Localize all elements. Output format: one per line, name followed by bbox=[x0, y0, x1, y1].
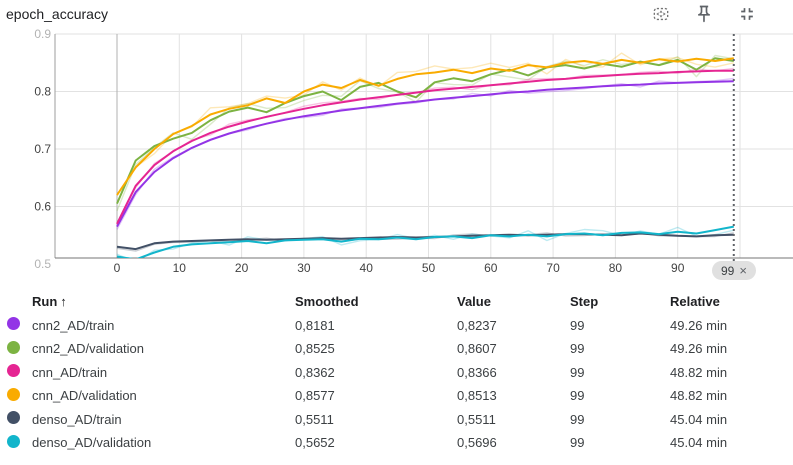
smoothed-value: 0,8577 bbox=[295, 388, 457, 403]
column-header-smoothed[interactable]: Smoothed bbox=[295, 294, 457, 309]
svg-text:90: 90 bbox=[671, 261, 685, 275]
step-selector-value: 99 bbox=[721, 264, 734, 278]
close-icon[interactable]: × bbox=[739, 264, 747, 277]
svg-text:0.6: 0.6 bbox=[34, 200, 51, 214]
smoothed-value: 0,8525 bbox=[295, 341, 457, 356]
column-header-step[interactable]: Step bbox=[570, 294, 670, 309]
table-row[interactable]: denso_AD/train0,55110,55119945.04 min bbox=[0, 408, 793, 432]
run-name: cnn2_AD/validation bbox=[32, 341, 295, 356]
table-body: cnn2_AD/train0,81810,82379949.26 mincnn2… bbox=[0, 314, 793, 455]
value: 0,8607 bbox=[457, 341, 570, 356]
step-value: 99 bbox=[570, 412, 670, 427]
relative-time: 48.82 min bbox=[670, 388, 793, 403]
table-row[interactable]: cnn2_AD/train0,81810,82379949.26 min bbox=[0, 314, 793, 338]
table-row[interactable]: cnn_AD/train0,83620,83669948.82 min bbox=[0, 361, 793, 385]
smoothed-value: 0,5652 bbox=[295, 435, 457, 450]
accuracy-chart[interactable]: 0.5 0.6 0.7 0.8 0.9 0 10 20 30 40 50 60 70 80 90 bbox=[0, 0, 793, 290]
table-row[interactable]: cnn_AD/validation0,85770,85139948.82 min bbox=[0, 384, 793, 408]
fullscreen-exit-icon bbox=[737, 4, 757, 24]
svg-text:20: 20 bbox=[235, 261, 249, 275]
fit-domain-to-data-icon bbox=[651, 4, 671, 24]
fit-domain-to-data-button[interactable] bbox=[650, 3, 672, 25]
run-name: cnn_AD/train bbox=[32, 365, 295, 380]
smoothed-value: 0,5511 bbox=[295, 412, 457, 427]
svg-text:40: 40 bbox=[360, 261, 374, 275]
value: 0,8237 bbox=[457, 318, 570, 333]
smoothed-value: 0,8181 bbox=[295, 318, 457, 333]
step-value: 99 bbox=[570, 365, 670, 380]
step-value: 99 bbox=[570, 318, 670, 333]
smoothed-value: 0,8362 bbox=[295, 365, 457, 380]
step-selector-pill[interactable]: 99 × bbox=[712, 261, 756, 280]
pin-card-button[interactable] bbox=[693, 3, 715, 25]
value: 0,5511 bbox=[457, 412, 570, 427]
run-name: cnn_AD/validation bbox=[32, 388, 295, 403]
pin-icon bbox=[694, 4, 714, 24]
run-color-dot bbox=[7, 411, 20, 424]
svg-text:0.7: 0.7 bbox=[34, 142, 51, 156]
column-header-relative[interactable]: Relative bbox=[670, 294, 793, 309]
run-color-dot bbox=[7, 388, 20, 401]
run-name: denso_AD/train bbox=[32, 412, 295, 427]
svg-text:0.8: 0.8 bbox=[34, 85, 51, 99]
svg-text:0.9: 0.9 bbox=[34, 27, 51, 41]
run-name: cnn2_AD/train bbox=[32, 318, 295, 333]
run-color-dot bbox=[7, 364, 20, 377]
svg-text:50: 50 bbox=[422, 261, 436, 275]
table-row[interactable]: cnn2_AD/validation0,85250,86079949.26 mi… bbox=[0, 337, 793, 361]
table-row[interactable]: denso_AD/validation0,56520,56969945.04 m… bbox=[0, 431, 793, 455]
svg-text:30: 30 bbox=[297, 261, 311, 275]
relative-time: 49.26 min bbox=[670, 341, 793, 356]
column-header-run[interactable]: Run↑ bbox=[32, 294, 295, 309]
svg-text:60: 60 bbox=[484, 261, 498, 275]
card-header: epoch_accuracy bbox=[0, 0, 793, 28]
relative-time: 48.82 min bbox=[670, 365, 793, 380]
column-header-value[interactable]: Value bbox=[457, 294, 570, 309]
run-color-dot bbox=[7, 341, 20, 354]
step-value: 99 bbox=[570, 388, 670, 403]
svg-text:0.5: 0.5 bbox=[34, 257, 51, 271]
value: 0,8513 bbox=[457, 388, 570, 403]
scalar-chart-card: 0.5 0.6 0.7 0.8 0.9 0 10 20 30 40 50 60 70 80 90 epoch… bbox=[0, 0, 793, 465]
svg-text:0: 0 bbox=[114, 261, 121, 275]
svg-text:80: 80 bbox=[609, 261, 623, 275]
run-color-dot bbox=[7, 317, 20, 330]
value: 0,5696 bbox=[457, 435, 570, 450]
svg-text:10: 10 bbox=[173, 261, 187, 275]
run-table: Run↑ Smoothed Value Step Relative cnn2_A… bbox=[0, 290, 793, 455]
card-title: epoch_accuracy bbox=[6, 6, 629, 22]
relative-time: 45.04 min bbox=[670, 412, 793, 427]
relative-time: 49.26 min bbox=[670, 318, 793, 333]
svg-text:70: 70 bbox=[546, 261, 560, 275]
step-value: 99 bbox=[570, 341, 670, 356]
step-value: 99 bbox=[570, 435, 670, 450]
run-color-dot bbox=[7, 435, 20, 448]
sort-ascending-icon: ↑ bbox=[60, 294, 67, 309]
run-name: denso_AD/validation bbox=[32, 435, 295, 450]
expand-card-button[interactable] bbox=[736, 3, 758, 25]
value: 0,8366 bbox=[457, 365, 570, 380]
relative-time: 45.04 min bbox=[670, 435, 793, 450]
table-header-row: Run↑ Smoothed Value Step Relative bbox=[0, 290, 793, 314]
